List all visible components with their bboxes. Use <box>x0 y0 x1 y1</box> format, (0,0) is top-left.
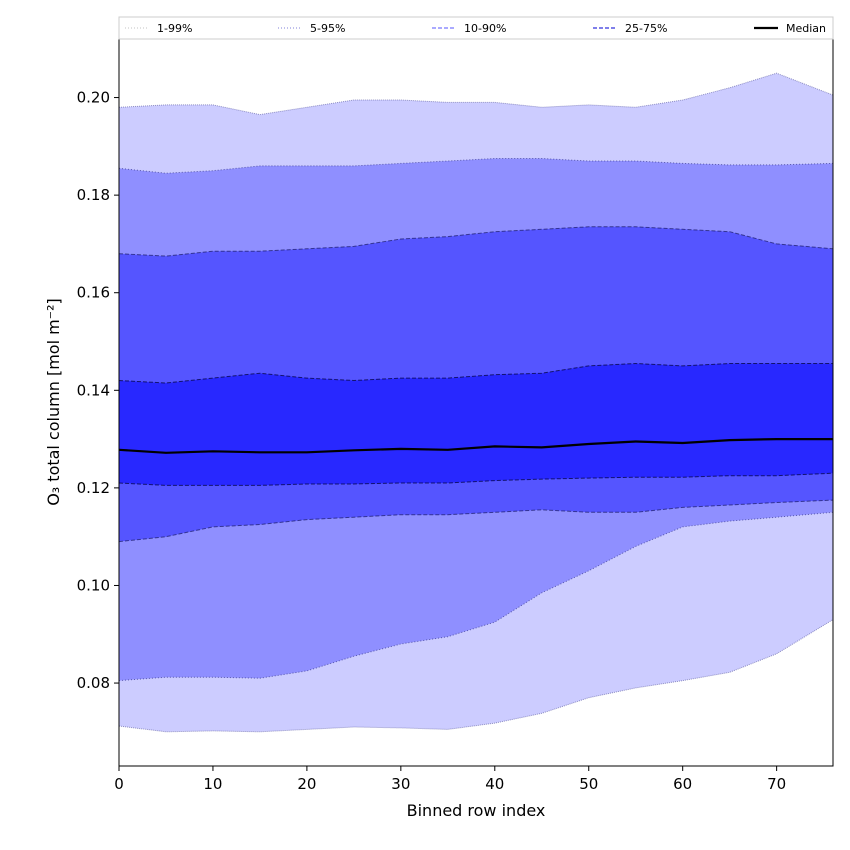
median-line <box>118 438 833 454</box>
x-tick-label: 0 <box>114 775 124 793</box>
band-5-to-95-upper-edge <box>118 158 834 174</box>
y-axis-ticks: 0.08 0.10 0.12 0.14 0.16 0.18 0.20 <box>77 89 119 692</box>
legend-item: 1-99% <box>125 22 192 35</box>
x-tick-label: 40 <box>485 775 504 793</box>
median-layer <box>118 438 833 454</box>
y-tick-label: 0.14 <box>77 381 110 399</box>
band-25-to-75-upper-edge <box>118 362 833 384</box>
y-tick-label: 0.08 <box>77 674 110 692</box>
x-tick-label: 30 <box>391 775 410 793</box>
y-tick-label: 0.10 <box>77 576 110 594</box>
x-tick-label: 10 <box>203 775 222 793</box>
band-1-to-99-upper-edge <box>118 72 834 116</box>
band-25-to-75-area <box>119 363 833 486</box>
x-tick-label: 20 <box>297 775 316 793</box>
legend-label: 10-90% <box>464 22 506 35</box>
bands-layer <box>119 73 833 732</box>
band-10-to-90-upper-edge <box>118 226 834 257</box>
legend-label: 1-99% <box>157 22 192 35</box>
x-tick-label: 70 <box>767 775 786 793</box>
band-edges-layer <box>118 72 834 733</box>
x-axis-ticks: 0 10 20 30 40 50 60 70 <box>114 766 786 793</box>
y-tick-label: 0.18 <box>77 186 110 204</box>
legend-item: 5-95% <box>278 22 345 35</box>
x-tick-label: 50 <box>579 775 598 793</box>
x-axis-label: Binned row index <box>407 801 546 820</box>
legend-item: Median <box>754 22 826 35</box>
y-tick-label: 0.12 <box>77 479 110 497</box>
y-tick-label: 0.16 <box>77 284 110 302</box>
legend-label: 25-75% <box>625 22 667 35</box>
x-tick-label: 60 <box>673 775 692 793</box>
legend-label: 5-95% <box>310 22 345 35</box>
legend-box <box>118 16 834 40</box>
legend-label: Median <box>786 22 826 35</box>
legend-item: 10-90% <box>432 22 506 35</box>
band-5-to-95-lower-edge <box>118 511 834 682</box>
band-10-to-90-lower-edge <box>118 499 834 543</box>
legend-item: 25-75% <box>593 22 667 35</box>
y-axis-label: O₃ total column [mol m⁻²] <box>44 298 63 506</box>
y-tick-label: 0.20 <box>77 89 110 107</box>
band-25-to-75-lower-edge <box>118 472 834 486</box>
legend: 1-99% 5-95% 10-90% 25-75% Median <box>118 16 834 40</box>
